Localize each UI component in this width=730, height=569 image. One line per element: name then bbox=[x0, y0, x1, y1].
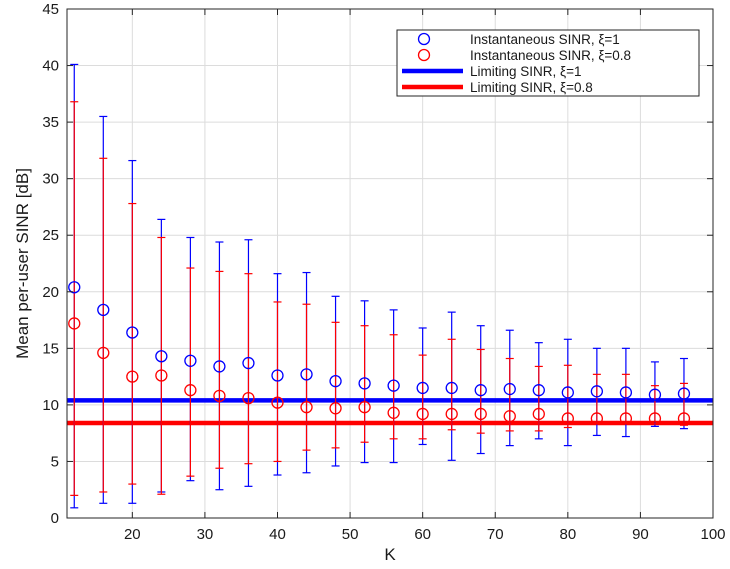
y-tick-label: 5 bbox=[51, 453, 59, 470]
data-point bbox=[126, 326, 139, 339]
data-point bbox=[184, 384, 197, 397]
x-tick-label: 90 bbox=[632, 526, 649, 543]
x-tick-label: 50 bbox=[342, 526, 359, 543]
y-axis-label: Mean per-user SINR [dB] bbox=[13, 168, 32, 359]
markers bbox=[68, 281, 691, 425]
legend-label: Limiting SINR, ξ=0.8 bbox=[470, 80, 593, 95]
data-point bbox=[300, 368, 313, 381]
limiting-lines bbox=[67, 398, 713, 426]
y-tick-label: 0 bbox=[51, 510, 59, 527]
y-tick-label: 20 bbox=[42, 284, 59, 301]
data-point bbox=[387, 406, 400, 419]
data-point bbox=[532, 407, 545, 421]
data-point bbox=[271, 369, 284, 382]
y-tick-label: 35 bbox=[42, 114, 59, 131]
data-point bbox=[561, 412, 574, 425]
x-tick-label: 40 bbox=[269, 526, 286, 543]
data-point bbox=[242, 356, 255, 370]
data-point bbox=[677, 412, 691, 425]
data-point bbox=[619, 386, 633, 399]
data-point bbox=[648, 388, 662, 401]
data-point bbox=[561, 386, 574, 399]
data-point bbox=[677, 387, 691, 400]
data-point bbox=[532, 384, 545, 397]
data-point bbox=[155, 350, 168, 363]
data-point bbox=[97, 346, 110, 360]
data-point bbox=[184, 354, 197, 367]
data-point bbox=[590, 385, 604, 398]
x-tick-label: 60 bbox=[414, 526, 431, 543]
data-point bbox=[68, 281, 81, 294]
legend-label: Instantaneous SINR, ξ=0.8 bbox=[470, 48, 631, 63]
data-point bbox=[416, 381, 429, 395]
data-point bbox=[97, 303, 110, 317]
data-point bbox=[271, 396, 284, 409]
x-tick-label: 20 bbox=[124, 526, 141, 543]
data-point bbox=[213, 360, 226, 373]
data-point bbox=[329, 402, 342, 415]
x-tick-label: 30 bbox=[197, 526, 214, 543]
data-point bbox=[126, 370, 139, 383]
error-bars bbox=[70, 63, 688, 509]
data-point bbox=[648, 412, 662, 425]
x-tick-label: 70 bbox=[487, 526, 504, 543]
plot-frame bbox=[66, 8, 714, 519]
legend-marker bbox=[417, 48, 431, 62]
data-point bbox=[590, 412, 604, 425]
y-tick-label: 45 bbox=[42, 1, 59, 18]
data-point bbox=[329, 374, 342, 388]
x-tick-label: 100 bbox=[700, 526, 725, 543]
data-point bbox=[474, 407, 487, 421]
data-point bbox=[242, 391, 255, 405]
y-tick-label: 30 bbox=[42, 171, 59, 188]
data-point bbox=[416, 407, 429, 421]
y-tick-label: 10 bbox=[42, 397, 59, 414]
data-point bbox=[358, 401, 371, 414]
x-axis-label: K bbox=[384, 545, 396, 564]
data-point bbox=[503, 410, 516, 423]
data-point bbox=[155, 369, 168, 382]
data-point bbox=[474, 384, 487, 397]
y-tick-label: 15 bbox=[42, 340, 59, 357]
data-point bbox=[213, 389, 226, 402]
data-point bbox=[445, 407, 458, 421]
data-point bbox=[619, 412, 633, 425]
data-point bbox=[300, 401, 313, 414]
data-point bbox=[445, 381, 458, 395]
x-tick-label: 80 bbox=[559, 526, 576, 543]
data-point bbox=[503, 382, 516, 396]
data-point bbox=[387, 379, 400, 392]
legend-marker bbox=[417, 32, 431, 46]
data-point bbox=[68, 317, 81, 330]
axis-ticks: 20 30 40 50 60 70 80 90 100 0 5 10 15 20 25 30 35 40 45 bbox=[42, 1, 725, 543]
legend-label: Limiting SINR, ξ=1 bbox=[470, 64, 581, 79]
data-point bbox=[358, 377, 371, 390]
y-tick-label: 25 bbox=[42, 227, 59, 244]
y-tick-label: 40 bbox=[42, 58, 59, 75]
legend-label: Instantaneous SINR, ξ=1 bbox=[470, 32, 620, 47]
